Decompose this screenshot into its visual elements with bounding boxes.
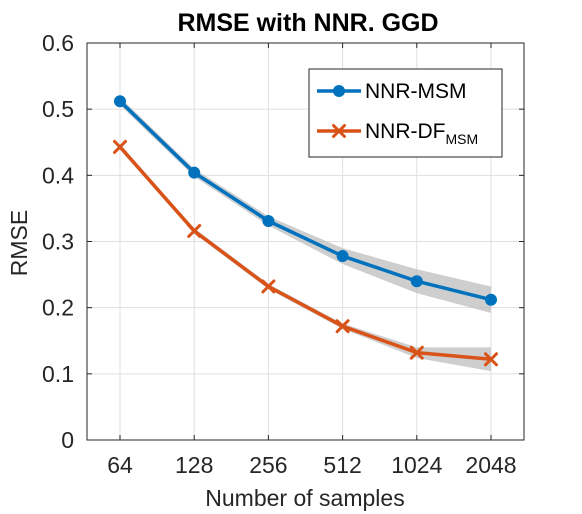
- x-axis-label: Number of samples: [205, 485, 404, 511]
- y-tick-label: 0.5: [42, 96, 74, 122]
- y-tick-label: 0.2: [42, 295, 74, 321]
- data-point-2: [261, 279, 276, 294]
- data-point-1: [262, 214, 275, 227]
- data-point-2: [187, 223, 202, 238]
- chart-title: RMSE with NNR. GGD: [177, 9, 438, 37]
- y-tick-label: 0.1: [42, 361, 74, 387]
- legend-label-2: NNR-DFMSM: [365, 120, 478, 147]
- tick-labels: 64 128 256 512 1024 2048 0 0.1 0.2 0.3 0.4 0.5 0.6: [42, 30, 517, 478]
- y-tick-label: 0.6: [42, 30, 74, 56]
- y-axis-label: RMSE: [6, 210, 32, 276]
- x-tick-label: 256: [249, 452, 287, 478]
- data-point-2: [113, 139, 127, 154]
- legend: NNR-MSM NNR-DFMSM: [308, 68, 503, 158]
- legend-swatch-marker: [332, 124, 346, 138]
- x-tick-label: 2048: [465, 452, 516, 478]
- data-point-1: [410, 275, 423, 288]
- data-point-1: [114, 95, 126, 108]
- data-point-1: [336, 250, 349, 263]
- data-point-2: [484, 352, 498, 367]
- confidence-band-2: [120, 144, 491, 372]
- y-tick-label: 0: [61, 427, 74, 453]
- data-point-1: [485, 293, 497, 306]
- series-line-1: [118, 99, 492, 302]
- x-tick-label: 128: [175, 452, 213, 478]
- y-tick-label: 0.3: [42, 229, 74, 255]
- data-point-2: [409, 345, 424, 360]
- x-tick-label: 512: [323, 452, 361, 478]
- x-tick-label: 1024: [391, 452, 442, 478]
- legend-swatch-marker: [333, 85, 345, 97]
- data-series: [113, 95, 498, 367]
- x-tick-label: 64: [107, 452, 133, 478]
- series-line-2: [118, 145, 492, 362]
- legend-label-1: NNR-MSM: [365, 80, 466, 103]
- axes: [86, 42, 525, 441]
- legend-box: [308, 68, 503, 158]
- data-point-1: [188, 166, 201, 179]
- y-tick-label: 0.4: [42, 162, 74, 188]
- data-point-2: [335, 319, 350, 334]
